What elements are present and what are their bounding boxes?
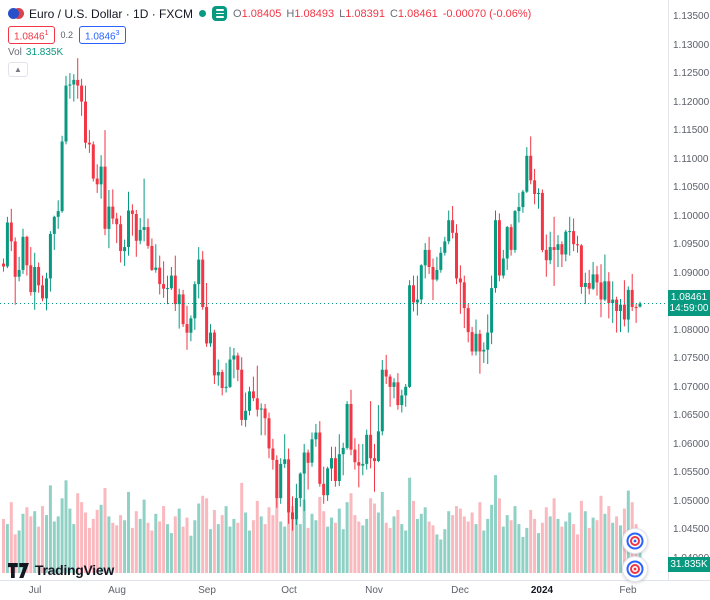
time-axis-tick: Sep	[198, 585, 216, 596]
price-axis-tick: 1.09000	[673, 268, 710, 279]
volume-legend[interactable]: Vol 31.835K	[8, 47, 63, 58]
time-axis[interactable]: Jul Aug Sep Oct Nov Dec 2024 Feb	[0, 580, 710, 600]
change-value: -0.00070 (-0.06%)	[442, 7, 532, 20]
price-axis-tick: 1.11500	[673, 125, 709, 136]
tradingview-logo[interactable]: TradingView	[8, 562, 114, 578]
buy-button[interactable]: 1.08463	[79, 26, 126, 45]
price-axis-tick: 1.07500	[673, 353, 710, 364]
low-label: L	[339, 7, 346, 20]
high-value: 1.08493	[294, 7, 335, 20]
price-axis-tick: 1.12500	[673, 68, 710, 79]
price-axis-tick: 1.07000	[673, 382, 710, 393]
close-label: C	[389, 7, 398, 20]
time-axis-tick: Feb	[619, 585, 637, 596]
price-axis-tick: 1.05000	[673, 496, 710, 507]
ohlc-readout: O1.08405 H1.08493 L1.08391 C1.08461 -0.0…	[233, 8, 531, 20]
time-axis-tick: Nov	[365, 585, 383, 596]
price-axis-tick: 1.05500	[673, 467, 710, 478]
current-price-label: 1.08461 14:59:00	[668, 290, 710, 316]
tradingview-logo-text: TradingView	[35, 562, 114, 578]
symbol-pair-logo-icon	[8, 8, 24, 19]
time-axis-tick: Dec	[451, 585, 469, 596]
bar-countdown: 14:59:00	[669, 303, 709, 314]
time-axis-tick: Aug	[108, 585, 126, 596]
price-axis-tick: 1.13500	[673, 11, 710, 22]
price-axis-tick: 1.10500	[673, 182, 710, 193]
floating-buttons	[622, 528, 648, 582]
symbol-legend: Euro / U.S. Dollar · 1D · FXCM O1.08405 …	[8, 6, 531, 21]
symbol-title[interactable]: Euro / U.S. Dollar · 1D · FXCM	[29, 6, 194, 21]
time-axis-tick: Oct	[281, 585, 297, 596]
price-axis-tick: 1.06000	[673, 439, 710, 450]
tradingview-mark-icon	[8, 562, 29, 578]
chevron-up-icon: ▲	[14, 65, 22, 74]
volume-value: 31.835K	[25, 47, 64, 58]
time-axis-tick: 2024	[530, 585, 554, 596]
price-axis-tick: 1.13000	[673, 40, 710, 51]
open-label: O	[233, 7, 242, 20]
ideas-button[interactable]	[622, 556, 648, 582]
current-price-value: 1.08461	[670, 292, 708, 303]
volume-label: Vol	[8, 47, 22, 58]
price-axis-tick: 1.11000	[673, 154, 709, 165]
hotlists-button[interactable]	[622, 528, 648, 554]
price-axis-tick: 1.12000	[673, 97, 710, 108]
spread-value: 0.2	[60, 30, 74, 41]
legend-collapse-button[interactable]: ▲	[8, 62, 28, 77]
price-axis-tick: 1.08000	[673, 325, 710, 336]
price-axis-tick: 1.04500	[673, 524, 710, 535]
volume-axis-label: 31.835K	[668, 557, 710, 572]
close-value: 1.08461	[397, 7, 438, 20]
price-axis-tick: 1.10000	[673, 211, 710, 222]
concentric-rings-icon	[626, 560, 644, 578]
price-axis-tick: 1.06500	[673, 410, 710, 421]
sell-button[interactable]: 1.08461	[8, 26, 55, 45]
bid-ask-row: 1.08461 0.2 1.08463	[8, 26, 126, 45]
symbol-summary-icon[interactable]	[212, 6, 228, 21]
chart-canvas[interactable]	[0, 0, 668, 580]
time-axis-tick: Jul	[28, 585, 42, 596]
low-value: 1.08391	[345, 7, 385, 20]
price-axis-tick: 1.09500	[673, 239, 710, 250]
market-open-dot-icon	[199, 10, 207, 17]
high-label: H	[286, 7, 295, 20]
open-value: 1.08405	[241, 7, 282, 20]
concentric-rings-icon	[626, 532, 644, 550]
